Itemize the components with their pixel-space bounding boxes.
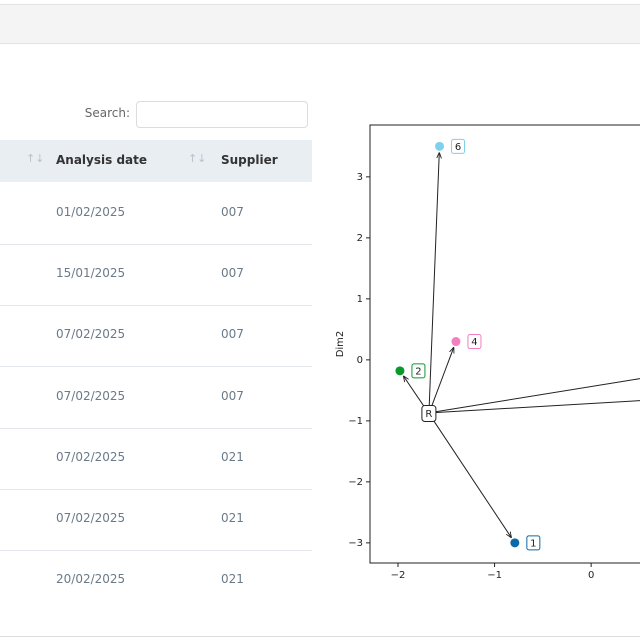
table-cell: 01/02/2025 <box>56 205 126 219</box>
row-divider <box>0 305 312 307</box>
point-label: 1 <box>530 538 536 549</box>
label-box <box>451 138 466 154</box>
table-cell: 021 <box>221 511 244 525</box>
search-label: Search: <box>84 106 130 120</box>
label-box <box>526 535 541 551</box>
arrow <box>431 347 454 407</box>
table-cell: 07/02/2025 <box>56 449 126 464</box>
column-header: Analysis date <box>56 153 148 167</box>
table-cell: 007 <box>221 327 244 342</box>
table-cell: 07/02/2025 <box>56 388 126 403</box>
point-label: 2 <box>415 366 421 377</box>
column-header: Supplier <box>221 153 278 167</box>
table-cell: 021 <box>221 449 244 464</box>
point <box>451 337 461 347</box>
row-divider <box>0 550 312 551</box>
y-tick-label: −1 <box>348 416 363 427</box>
table-cell: 20/02/2025 <box>56 572 126 587</box>
x-tick-label: 0 <box>588 570 594 581</box>
table-cell: 007 <box>221 205 244 219</box>
y-tick-label: 2 <box>357 233 363 244</box>
y-axis-label: Dim2 <box>335 331 346 358</box>
table-header <box>0 140 312 182</box>
sort-icon[interactable]: ↑↓ <box>188 152 207 165</box>
bottom-border <box>0 636 640 637</box>
point-label: 6 <box>455 142 461 153</box>
arrow <box>432 419 511 538</box>
row-divider <box>0 244 312 245</box>
arrow <box>427 400 640 414</box>
point <box>510 538 520 548</box>
table-cell: 007 <box>221 388 244 403</box>
point <box>435 141 445 151</box>
arrow <box>427 378 640 414</box>
y-tick-label: −3 <box>348 538 363 549</box>
y-tick-label: 0 <box>357 355 363 366</box>
table-panel <box>0 98 330 638</box>
y-tick-label: 1 <box>357 294 363 305</box>
point <box>395 366 405 376</box>
x-tick-label: −1 <box>487 570 502 581</box>
row-divider <box>0 427 312 429</box>
sort-icon[interactable]: ↑↓ <box>26 152 45 165</box>
row-divider <box>0 366 312 368</box>
row-divider <box>0 488 312 490</box>
table-cell: 15/01/2025 <box>56 266 126 281</box>
root-label: R <box>425 409 432 420</box>
top-bar <box>0 4 640 44</box>
arrow <box>403 376 425 408</box>
search-input[interactable] <box>136 101 308 128</box>
table-cell: 07/02/2025 <box>56 511 126 525</box>
arrow <box>428 152 439 406</box>
root-box <box>421 405 437 423</box>
table-cell: 007 <box>221 266 244 281</box>
table-cell: 07/02/2025 <box>56 327 126 342</box>
label-box <box>411 363 426 379</box>
y-tick-label: 3 <box>357 172 363 183</box>
table-cell: 021 <box>221 572 244 587</box>
label-box <box>467 334 482 350</box>
plot-frame <box>369 124 640 564</box>
y-tick-label: −2 <box>348 477 363 488</box>
point-label: 4 <box>471 337 477 348</box>
x-tick-label: −2 <box>391 570 406 581</box>
